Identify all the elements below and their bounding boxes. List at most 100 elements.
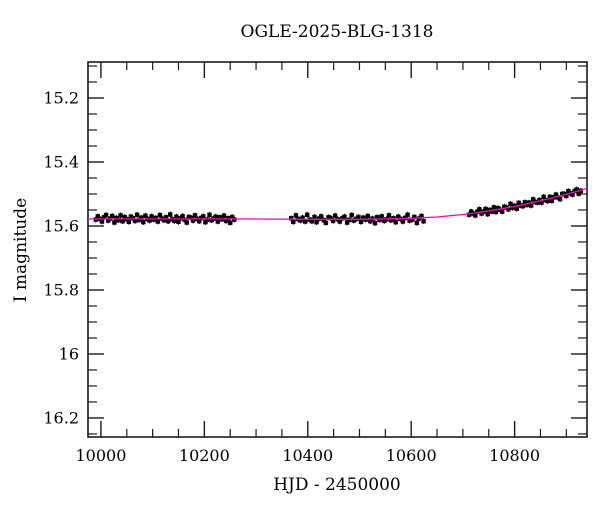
data-point [323, 220, 329, 225]
data-point [95, 214, 100, 219]
data-point [298, 218, 303, 223]
data-point [293, 213, 299, 218]
data-point [157, 212, 163, 218]
data-point [122, 214, 127, 220]
data-point [529, 203, 534, 208]
data-point [356, 214, 361, 220]
y-tick-labels: 15.2 15.4 15.6 15.8 16 16.2 [43, 88, 79, 427]
data-point [485, 211, 490, 217]
data-point [132, 218, 138, 224]
tick-label: 16 [59, 344, 79, 363]
data-point [407, 218, 412, 223]
data-point [110, 213, 115, 219]
data-point [300, 215, 305, 220]
data-point [372, 220, 378, 226]
data-point [360, 215, 366, 220]
data-point [535, 200, 540, 205]
data-point [493, 209, 499, 215]
data-point [379, 214, 384, 219]
data-point [506, 207, 511, 212]
data-point [405, 212, 410, 217]
y-axis-title: I magnitude [11, 198, 31, 302]
data-point [143, 213, 148, 218]
tick-label: 10800 [489, 446, 540, 465]
data-point [153, 215, 158, 221]
data-point [374, 215, 380, 220]
data-point [101, 215, 107, 220]
data-point [365, 213, 370, 219]
data-point [541, 194, 546, 200]
data-point [230, 214, 235, 220]
data-point [223, 218, 229, 224]
data-point [564, 193, 569, 199]
data-point [116, 218, 121, 223]
axis-ticks [88, 62, 587, 437]
data-point [147, 218, 152, 223]
data-point [557, 196, 563, 202]
data-point [400, 219, 406, 224]
data-point [547, 194, 552, 200]
data-point [197, 219, 202, 224]
data-point [172, 218, 177, 224]
data-point [514, 206, 519, 211]
data-point [545, 198, 550, 204]
data-point [368, 219, 373, 224]
tick-label: 15.2 [43, 88, 79, 107]
data-point [174, 214, 179, 219]
data-point [477, 207, 482, 212]
data-point [520, 203, 526, 209]
data-point [141, 219, 146, 225]
data-point [228, 220, 233, 225]
data-point [99, 219, 105, 224]
data-point [166, 219, 171, 224]
data-point [524, 202, 530, 208]
data-point [201, 214, 206, 219]
data-point [421, 219, 426, 224]
data-point [305, 212, 310, 217]
data-point [120, 219, 125, 224]
data-point [303, 219, 308, 224]
data-point [466, 212, 472, 217]
data-point [570, 192, 575, 197]
data-point [205, 217, 210, 222]
data-point [182, 217, 187, 223]
data-point [221, 213, 227, 218]
data-point [553, 192, 559, 197]
data-point [190, 218, 196, 223]
data-point [126, 219, 132, 224]
data-point [213, 214, 218, 219]
data-point [537, 197, 542, 203]
model-curve [88, 187, 588, 220]
data-point [319, 214, 324, 219]
photometry-points [93, 186, 583, 226]
data-point [330, 218, 336, 224]
data-point [118, 213, 123, 218]
data-point [314, 219, 319, 225]
data-point [328, 215, 333, 221]
data-point [149, 214, 154, 219]
data-point [388, 218, 394, 223]
data-point [215, 219, 220, 224]
data-point [344, 220, 350, 225]
data-point [566, 188, 571, 194]
data-point [312, 214, 317, 220]
tick-label: 10400 [282, 446, 333, 465]
tick-label: 15.8 [43, 280, 79, 299]
data-point [500, 209, 505, 214]
data-point [176, 219, 181, 224]
data-point [512, 203, 517, 208]
data-point [522, 200, 528, 205]
data-point [188, 215, 194, 220]
x-tick-labels: 10000 10200 10400 10600 10800 [75, 446, 540, 465]
data-point [549, 198, 554, 203]
tick-label: 10200 [179, 446, 230, 465]
data-point [475, 209, 480, 214]
data-point [333, 213, 338, 218]
data-point [163, 215, 169, 220]
data-point [168, 212, 173, 217]
data-point [416, 216, 422, 221]
data-point [112, 220, 117, 225]
tick-label: 15.4 [43, 152, 79, 171]
